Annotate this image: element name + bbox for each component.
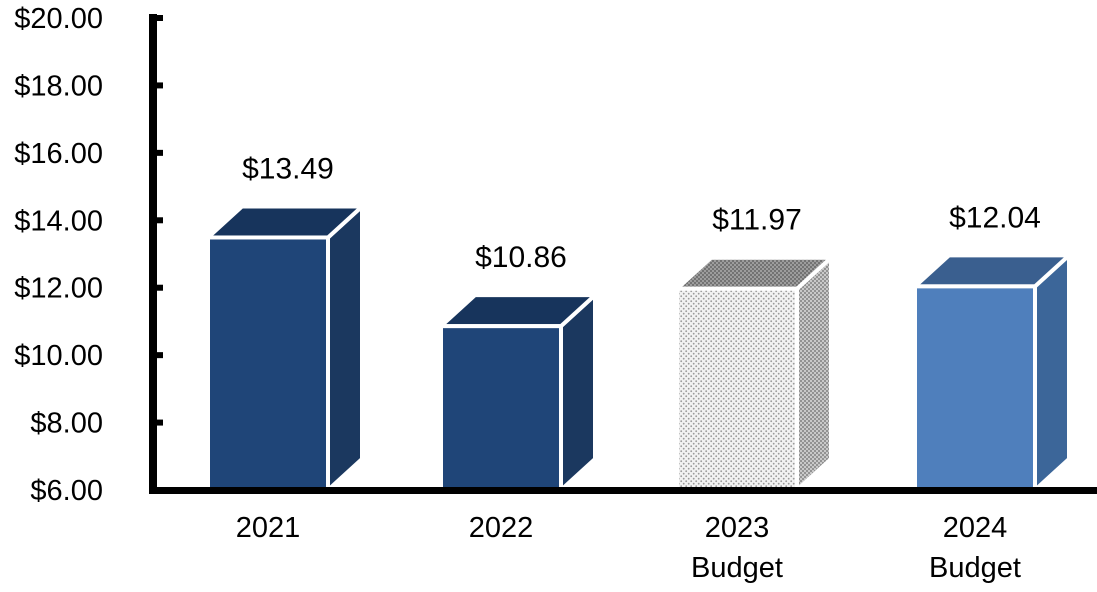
- bar-front: [675, 286, 799, 492]
- bar-2024-budget: [913, 253, 1071, 493]
- x-tick-label: 2022: [469, 512, 534, 544]
- y-tick-label: $6.00: [30, 475, 103, 507]
- value-labels: $13.49 $10.86 $11.97 $12.04: [242, 152, 1041, 274]
- data-label: $12.04: [949, 201, 1041, 234]
- bar-2022: [439, 293, 597, 492]
- y-tick-label: $12.00: [14, 273, 103, 305]
- x-tick-label: Budget: [929, 552, 1021, 584]
- x-tick-label: Budget: [691, 552, 783, 584]
- x-tick-label: 2021: [236, 512, 301, 544]
- axes: [149, 14, 1097, 494]
- x-axis-labels: 2021 2022 2023 Budget 2024 Budget: [236, 512, 1021, 584]
- x-tick-label: 2024: [943, 512, 1008, 544]
- y-tick-label: $8.00: [30, 408, 103, 440]
- x-axis-line: [149, 487, 1097, 494]
- y-tick-label: $14.00: [14, 205, 103, 237]
- y-axis-line: [149, 14, 157, 494]
- y-tick-label: $18.00: [14, 70, 103, 102]
- y-axis-ticks: $6.00 $8.00 $10.00 $12.00 $14.00 $16.00 $18.00…: [14, 3, 163, 507]
- bar-front: [439, 324, 563, 492]
- y-tick-label: $10.00: [14, 340, 103, 372]
- data-label: $13.49: [242, 152, 334, 185]
- bar-side: [795, 255, 833, 492]
- bars: [206, 204, 1071, 493]
- bar-side: [1033, 253, 1071, 492]
- bar-front: [913, 284, 1037, 493]
- data-label: $11.97: [712, 204, 802, 237]
- bar-2021: [206, 204, 364, 492]
- bar-front: [206, 235, 330, 492]
- bar-side: [326, 204, 364, 492]
- bar-side: [559, 293, 597, 492]
- y-tick-label: $16.00: [14, 138, 103, 170]
- x-tick-label: 2023: [705, 512, 770, 544]
- y-tick-label: $20.00: [14, 3, 103, 35]
- data-label: $10.86: [475, 241, 567, 274]
- bar-2023-budget: [675, 255, 833, 492]
